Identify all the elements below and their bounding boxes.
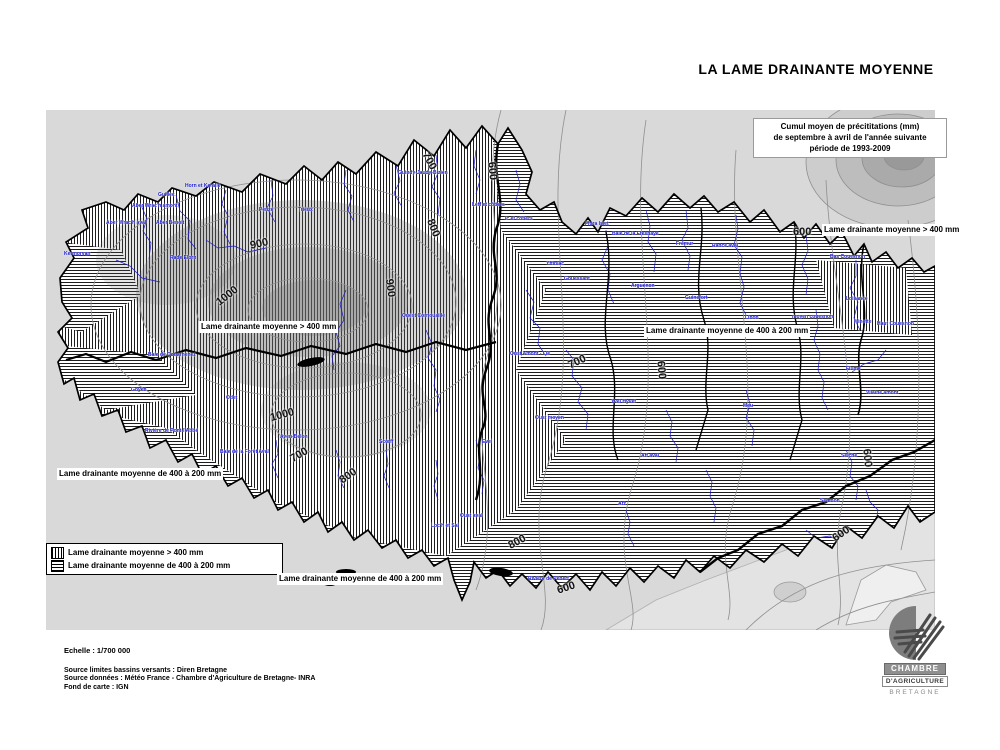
source-line: Fond de carte : IGN — [64, 683, 129, 691]
logo-text-agriculture: D'AGRICULTURE — [882, 676, 948, 687]
precipitation-shading — [96, 200, 466, 458]
logo-text-chambre: CHAMBRE — [884, 663, 946, 675]
isohyet-contours — [90, 110, 920, 630]
page-title: LA LAME DRAINANTE MOYENNE — [698, 61, 934, 77]
se-contour-arcs — [745, 559, 935, 630]
logo-text-bretagne: BRETAGNE — [889, 689, 941, 696]
source-line: Source limites bassins versants : Diren … — [64, 667, 228, 674]
brittany-coastline — [56, 124, 935, 603]
sources-block: Source limites bassins versants : Diren … — [64, 667, 315, 692]
sea-islet — [773, 581, 807, 603]
map-canvas — [46, 110, 935, 630]
coastal-details — [297, 357, 513, 586]
source-line: Source données : Météo France - Chambre … — [64, 675, 316, 683]
guerande-peninsula — [845, 564, 927, 626]
map-frame — [46, 110, 935, 630]
scale-note: Echelle : 1/700 000 — [64, 646, 131, 655]
